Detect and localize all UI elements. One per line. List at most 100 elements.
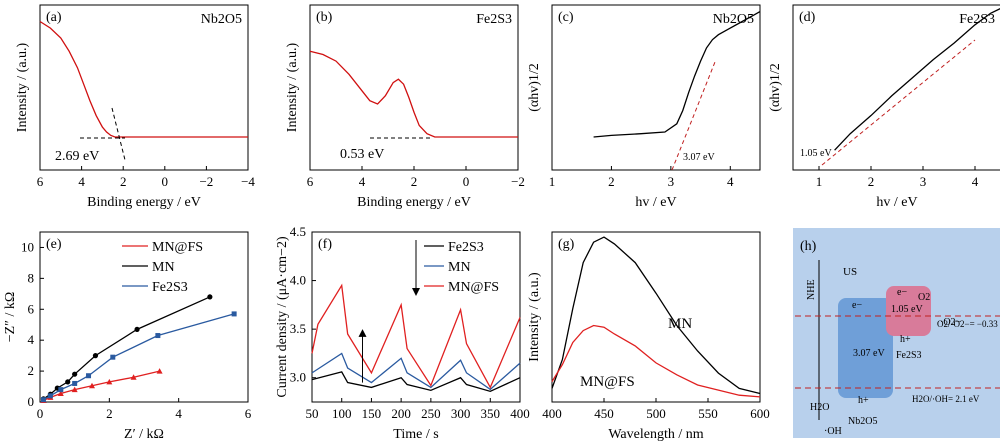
x-tick-label: 3 <box>668 174 675 189</box>
y-tick-label: 2 <box>28 363 35 378</box>
series-MN@FS-line <box>311 283 521 389</box>
fe2s3-gap: 1.05 eV <box>891 304 923 315</box>
x-tick-label: 450 <box>594 406 614 421</box>
redox-label-2: H2O/·OH= 2.1 eV <box>912 394 980 404</box>
series-line <box>593 11 761 138</box>
x-tick-label: 2 <box>411 174 418 189</box>
x-tick-label: 2 <box>106 406 113 421</box>
y-tick-label: 10 <box>21 239 34 254</box>
series-Fe2S3-point <box>86 373 92 379</box>
axes-frame <box>309 4 519 171</box>
x-axis-label: hv / eV <box>876 195 917 210</box>
x-tick-label: 600 <box>750 406 770 421</box>
hole-label: h+ <box>858 395 869 406</box>
panel-letter: (c) <box>558 10 574 25</box>
panel-b: 6 4 2 0 −2 Binding energy / eV Intensity / (a.… <box>285 4 525 210</box>
series-MN-point <box>65 379 71 385</box>
series-Fe2S3-point <box>231 311 237 317</box>
y-tick-label: 3.0 <box>290 370 306 385</box>
series-Fe2S3-point <box>155 333 161 339</box>
panel-letter: (h) <box>800 239 817 254</box>
y-tick-label: 8 <box>28 270 35 285</box>
series-Fe2S3-point <box>72 380 78 386</box>
panel-letter: (a) <box>46 10 62 25</box>
series-MN@FS-point <box>89 382 95 389</box>
electron-label: e− <box>897 287 907 298</box>
nb2o5-label: Nb2O5 <box>848 416 877 427</box>
panel-sample-label: Nb2O5 <box>201 12 242 27</box>
panel-a: 6 4 2 0 −2 −4 Binding energy / eV Intensity / (… <box>15 4 255 210</box>
nb2o5-gap: 3.07 eV <box>853 348 885 359</box>
legend-label: Fe2S3 <box>448 240 484 255</box>
y-tick-label: 6 <box>28 301 35 316</box>
legend-label: Fe2S3 <box>152 280 188 295</box>
x-tick-label: 6 <box>307 174 314 189</box>
x-tick-label: 1 <box>816 174 823 189</box>
series-MN-line <box>551 236 761 395</box>
series-label-mn: MN <box>668 316 692 332</box>
panel-letter: (b) <box>316 10 333 25</box>
arrow-head <box>412 288 420 296</box>
panel-e: 0 2 4 6 0 2 4 6 8 10 Z′ / kΩ −Z″ / kΩ (e) MN@FS MN Fe2S… <box>3 231 252 442</box>
series-line <box>309 50 518 138</box>
x-tick-label: 6 <box>245 406 252 421</box>
series-label-mnfs: MN@FS <box>580 374 635 390</box>
series-MN@FS-point <box>130 374 137 380</box>
series-MN-line <box>311 352 521 391</box>
legend-label: MN@FS <box>448 280 499 295</box>
panel-letter: (e) <box>46 237 62 252</box>
annotation-c: 3.07 eV <box>683 152 715 163</box>
y-tick-label: 0 <box>28 394 35 409</box>
x-axis-label: Time / s <box>393 427 438 442</box>
y-axis-label: −Z″ / kΩ <box>3 292 18 343</box>
nb2o5-band <box>838 298 893 398</box>
legend-label: MN <box>152 260 175 275</box>
x-tick-label: 500 <box>646 406 666 421</box>
y-tick-label: 3.5 <box>290 321 306 336</box>
annotation-a: 2.69 eV <box>55 149 99 164</box>
axes-frame <box>551 4 761 171</box>
oh-label: ·OH <box>824 426 842 437</box>
x-tick-label: 1 <box>549 174 556 189</box>
x-tick-label: 50 <box>306 406 319 421</box>
panel-f: 50 100 150 200 250 300 350 400 3.0 3.5 4.0 4.5 Time … <box>275 224 530 442</box>
x-tick-label: 0 <box>162 174 169 189</box>
legend-label: MN@FS <box>152 240 203 255</box>
arrow-head <box>358 329 367 337</box>
series-MN@FS-point <box>106 378 113 385</box>
y-axis-label: Intensity / (a.u.) <box>15 42 30 132</box>
o2-label: O2 <box>918 292 930 303</box>
electron-label: e− <box>852 300 862 311</box>
o2-radical-label: ·O2− <box>940 317 962 328</box>
series-MN-point <box>72 371 78 377</box>
panel-sample-label: Fe2S3 <box>476 12 512 27</box>
redox-label-1: O2/·O2−= −0.33 eV <box>937 319 1000 329</box>
series-Fe2S3-line <box>43 313 235 401</box>
x-tick-label: 200 <box>391 406 411 421</box>
axes-frame <box>311 231 521 403</box>
tangent-d <box>821 39 976 166</box>
series-Fe2S3-point <box>40 397 46 403</box>
series-MN@FS-line <box>551 324 761 398</box>
series-line <box>39 20 248 138</box>
x-tick-label: 100 <box>332 406 352 421</box>
series-MN-point <box>134 326 140 332</box>
series-MN@FS-point <box>71 386 78 393</box>
x-tick-label: 3 <box>920 174 927 189</box>
x-tick-label: 2 <box>608 174 615 189</box>
x-axis-label: Wavelength / nm <box>608 427 703 442</box>
fe2s3-band <box>886 286 931 336</box>
tangent-a <box>111 107 126 161</box>
legend-label: MN <box>448 260 471 275</box>
axes-frame <box>792 4 1000 171</box>
panel-letter: (g) <box>558 237 575 252</box>
x-tick-label: 300 <box>451 406 471 421</box>
series-line <box>834 8 1000 151</box>
x-axis-label: Binding energy / eV <box>357 195 471 210</box>
hole-label: h+ <box>900 334 911 345</box>
y-axis-label: Intensity / (a.u.) <box>527 272 542 362</box>
x-tick-label: 400 <box>510 406 530 421</box>
y-axis-label: Current density / (μA·cm−2) <box>275 236 290 398</box>
x-tick-label: 4 <box>972 174 979 189</box>
series-Fe2S3-point <box>58 387 64 393</box>
